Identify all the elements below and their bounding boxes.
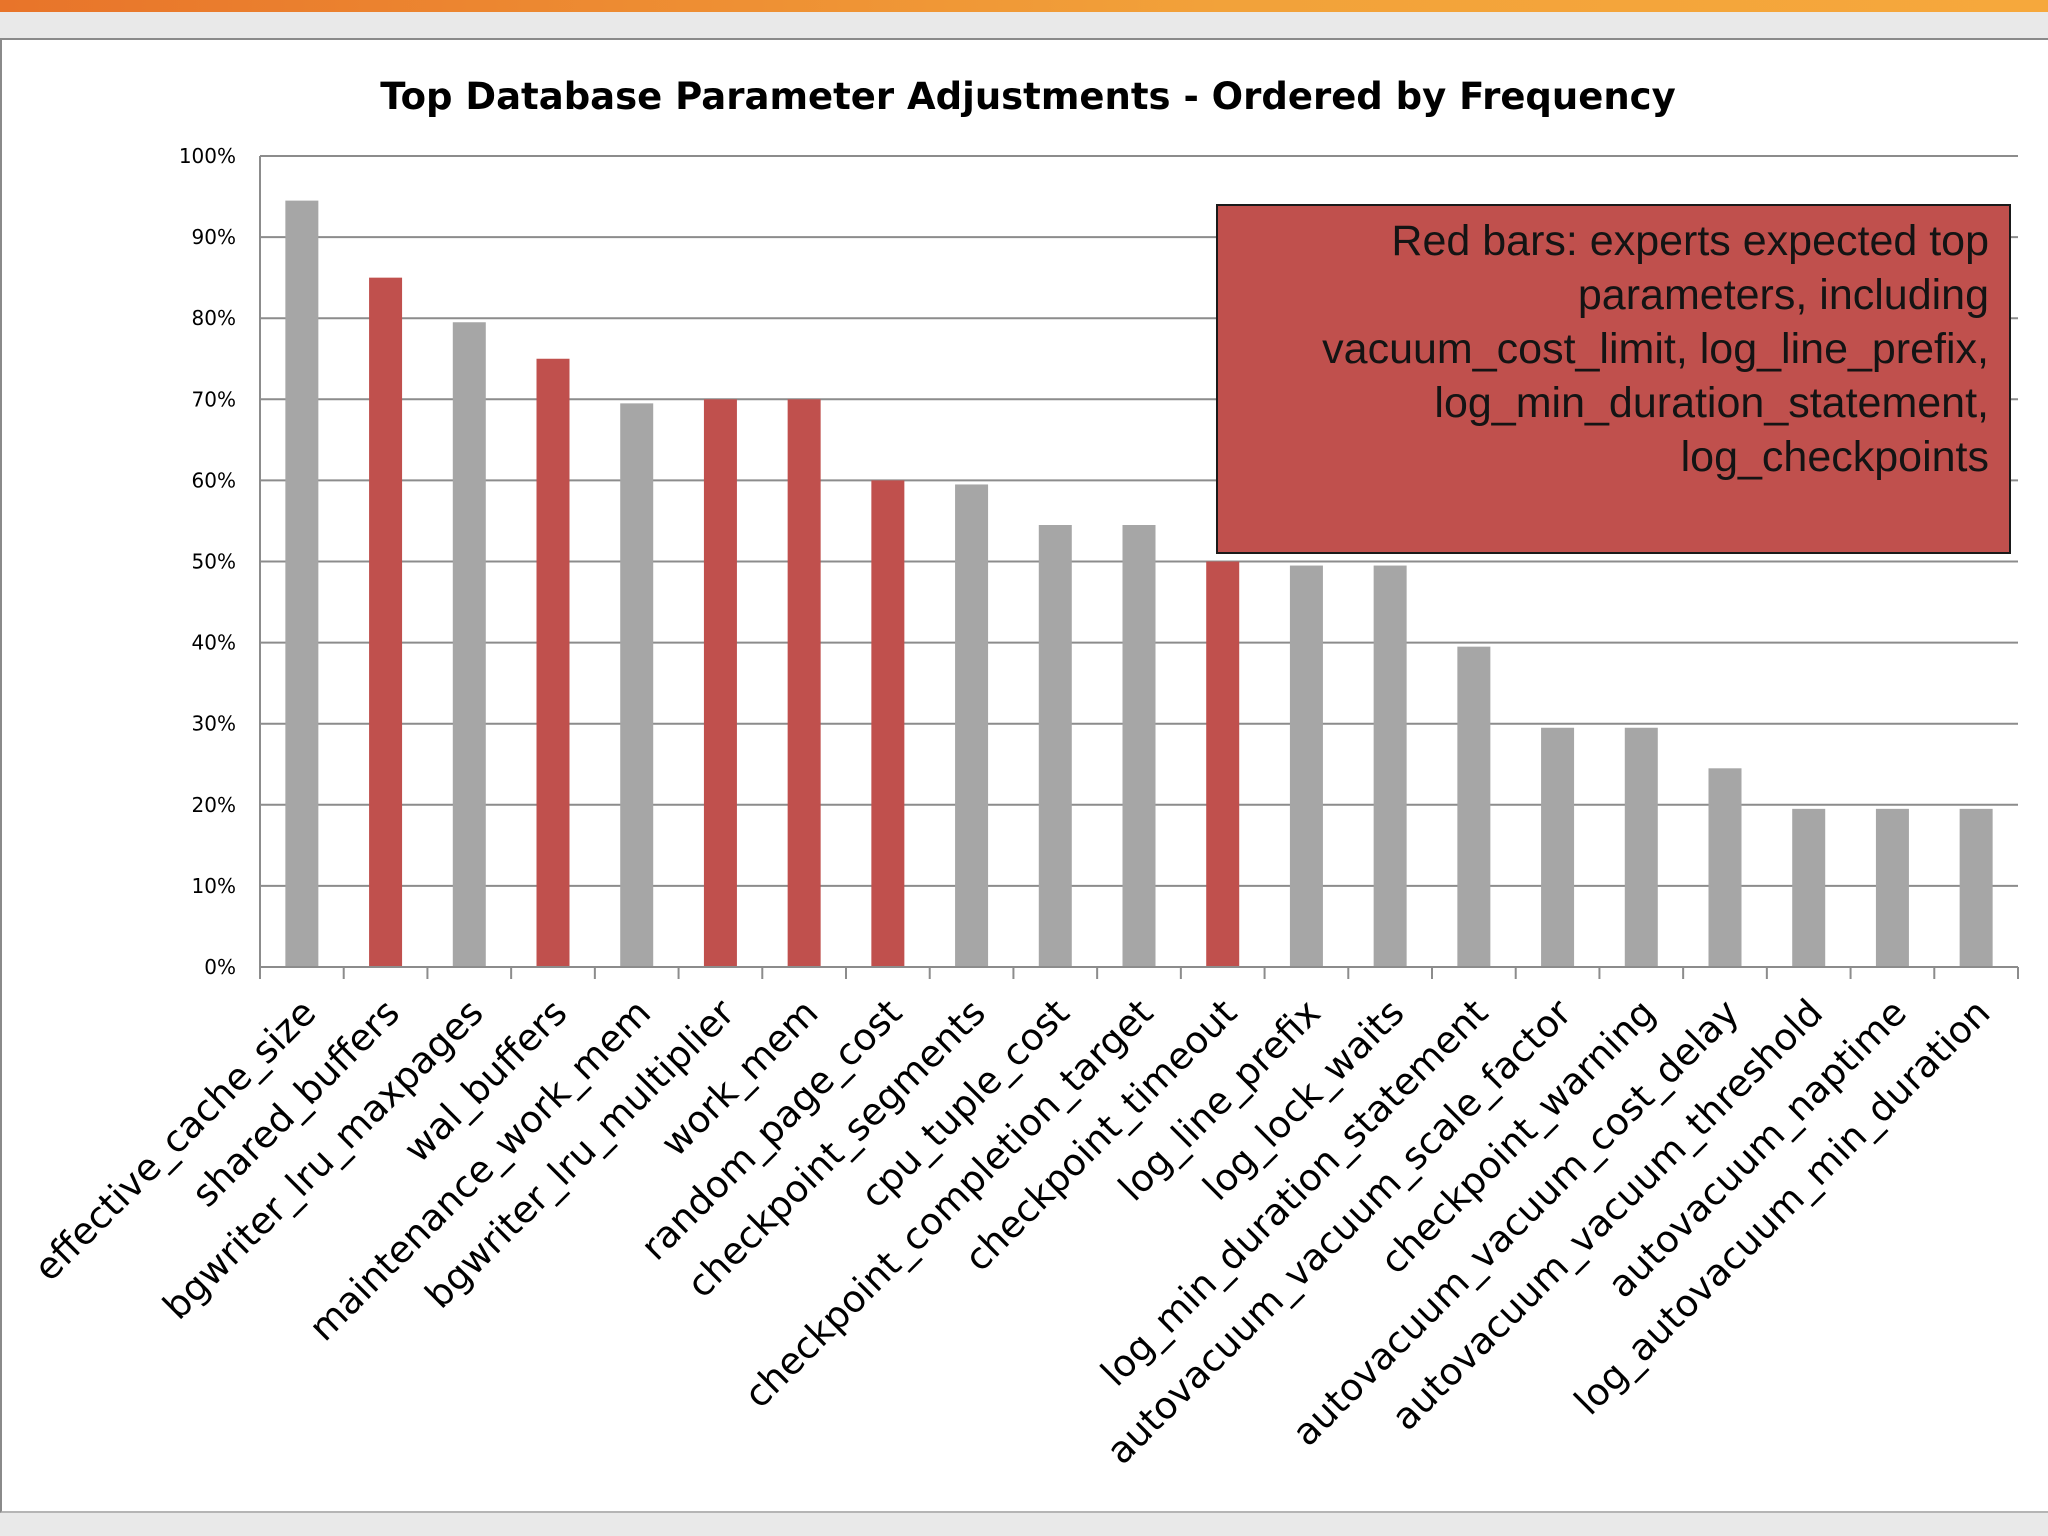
y-tick-label: 60% bbox=[192, 468, 236, 492]
bar-log-autovacuum-min-duration bbox=[1959, 808, 1993, 967]
y-tick-label: 30% bbox=[192, 712, 236, 736]
bars bbox=[285, 200, 1993, 968]
y-tick-label: 100% bbox=[179, 144, 236, 168]
bar-log-min-duration-statement bbox=[1457, 646, 1491, 967]
annotation-text: Red bars: experts expected top parameter… bbox=[1322, 217, 1989, 481]
y-tick-label: 20% bbox=[192, 793, 236, 817]
bar-maintenance-work-mem bbox=[620, 403, 654, 968]
bar-checkpoint-timeout bbox=[1206, 561, 1240, 967]
y-tick-label: 10% bbox=[192, 874, 236, 898]
bar-cpu-tuple-cost bbox=[1038, 525, 1072, 967]
chart-panel: Top Database Parameter Adjustments - Ord… bbox=[0, 38, 2048, 1513]
bar-autovacuum-vacuum-threshold bbox=[1792, 808, 1826, 967]
y-tick-label: 80% bbox=[192, 306, 236, 330]
bar-checkpoint-warning bbox=[1624, 727, 1658, 967]
bar-autovacuum-naptime bbox=[1875, 808, 1909, 967]
bar-log-line-prefix bbox=[1289, 565, 1323, 967]
bar-checkpoint-completion-target bbox=[1122, 525, 1156, 967]
y-tick-label: 0% bbox=[204, 955, 236, 979]
bar-random-page-cost bbox=[871, 480, 905, 967]
bar-autovacuum-vacuum-scale-factor bbox=[1541, 727, 1575, 967]
y-tick-label: 40% bbox=[192, 631, 236, 655]
bar-bgwriter-lru-maxpages bbox=[452, 322, 486, 967]
y-tick-label: 50% bbox=[192, 550, 236, 574]
chart-title: Top Database Parameter Adjustments - Ord… bbox=[380, 75, 1675, 118]
x-axis bbox=[259, 156, 2019, 979]
y-tick-label: 70% bbox=[192, 387, 236, 411]
bar-effective-cache-size bbox=[285, 200, 319, 968]
bar-checkpoint-segments bbox=[955, 484, 989, 967]
bar-bgwriter-lru-multiplier bbox=[703, 399, 737, 967]
bar-work-mem bbox=[787, 399, 821, 967]
bar-shared-buffers bbox=[369, 277, 403, 967]
annotation-box: Red bars: experts expected top parameter… bbox=[1216, 204, 2011, 554]
y-axis-ticks: 0% 10% 20% 30% 40% 50% 60% 70% 80% 90% 100% bbox=[179, 144, 236, 979]
x-axis-ticks: effective_cache_sizeshared_buffersbgwrit… bbox=[26, 990, 1999, 1472]
bar-log-lock-waits bbox=[1373, 565, 1407, 967]
y-tick-label: 90% bbox=[192, 225, 236, 249]
bar-chart: Top Database Parameter Adjustments - Ord… bbox=[26, 75, 2019, 1473]
top-accent-stripe bbox=[0, 0, 2048, 12]
bar-autovacuum-vacuum-cost-delay bbox=[1708, 768, 1742, 967]
bar-wal-buffers bbox=[536, 358, 570, 967]
